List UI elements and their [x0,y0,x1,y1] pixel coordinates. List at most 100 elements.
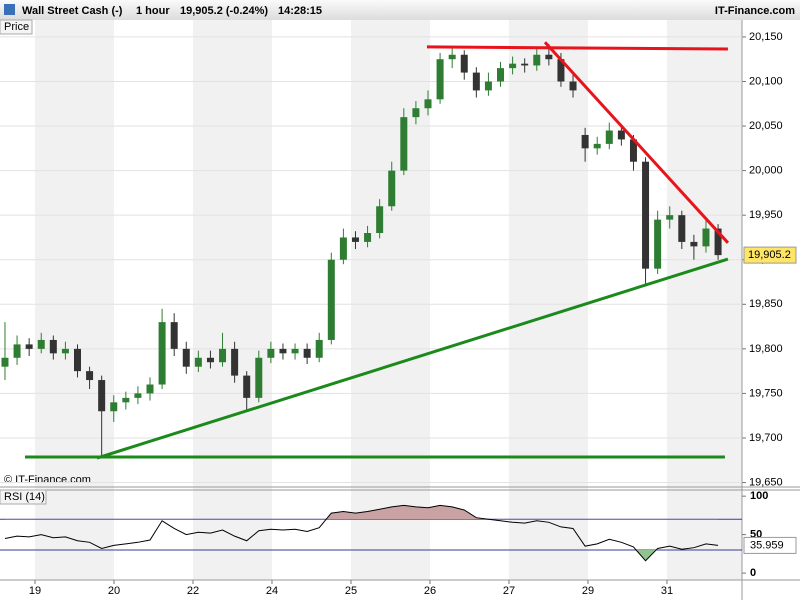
trend-line [96,257,729,460]
candle-body [37,339,45,349]
rsi-y-tick-label: 100 [750,490,768,502]
y-tick-label: 20,000 [749,165,783,177]
candle-body [1,357,9,367]
candle-body [376,206,384,234]
y-tick-label: 19,950 [749,209,783,221]
panel-tab [0,489,47,505]
candle-body [497,68,505,82]
candle-body [61,348,69,354]
y-tick-label: 20,050 [749,120,783,132]
candle-body [49,339,57,354]
symbol: Wall Street Cash (-) [22,5,123,17]
candle-body [666,215,674,220]
trend-line [426,45,728,51]
candle-body [509,63,517,69]
candles [1,44,722,456]
candle-body [98,380,106,412]
panel-label: Price [4,21,29,33]
candle-body [448,54,456,60]
candle-body [327,259,335,340]
time: 14:28:15 [278,5,322,17]
candle-body [182,348,190,367]
candle-body [533,54,541,66]
rsi-line [4,504,719,562]
y-tick-label: 20,150 [749,31,783,43]
candle-body [714,228,722,256]
rsi-title: RSI (14) [4,491,45,503]
candle-body [279,348,287,354]
candle-body [569,81,577,91]
candle-body [593,143,601,149]
candle-body [364,233,372,242]
y-tick-label: 19,700 [749,432,783,444]
x-tick-label: 25 [345,585,357,597]
candle-body [472,72,480,91]
trend-line [543,41,730,244]
candle-body [678,215,686,242]
x-tick-label: 22 [187,585,199,597]
candle-body [642,161,650,269]
x-tick-label: 20 [108,585,120,597]
x-tick-label: 31 [661,585,673,597]
watermark: © IT-Finance.com [4,474,91,486]
candle-body [122,397,130,403]
candle-body [110,402,118,412]
day-band [666,20,742,580]
candle-body [521,63,529,66]
rsi-y-tick-label: 0 [750,567,756,579]
x-tick-label: 29 [582,585,594,597]
y-tick-label: 20,100 [749,75,783,87]
candle-body [460,54,468,73]
candle-body [339,237,347,260]
candle-body [86,371,94,381]
candle-body [629,139,637,162]
day-band [350,20,430,580]
day-band [508,20,588,580]
candle-body [134,393,142,398]
x-tick-label: 27 [503,585,515,597]
rsi-oversold-fill [4,550,719,561]
last-price-box [743,246,797,264]
candle-body [219,348,227,363]
candle-body [605,130,613,144]
day-band [34,20,114,580]
x-tick-label: 19 [29,585,41,597]
candle-body [255,357,263,398]
candle-body [424,99,432,109]
rsi-last-box [743,536,797,554]
candle-body [654,219,662,269]
quote: 19,905.2 (-0.24%) [180,5,268,17]
x-tick-label: 24 [266,585,278,597]
y-tick-label: 19,800 [749,343,783,355]
candle-body [315,339,323,358]
day-bands [34,20,742,580]
candle-body [581,134,589,149]
rsi-overbought-fill [326,505,489,520]
rsi-last-label: 35.959 [750,539,784,551]
candle-body [194,357,202,367]
candle-body [170,322,178,349]
candle-body [617,130,625,140]
candle-body [267,348,275,358]
y-tick-label: 19,750 [749,387,783,399]
candle-body [291,348,299,354]
candle-body [231,348,239,376]
brand: IT-Finance.com [715,5,795,17]
candle-body [303,348,311,358]
panel-tab [0,19,33,35]
interval: 1 hour [136,5,170,17]
candle-body [690,241,698,247]
y-tick-label: 19,650 [749,476,783,488]
candle-body [436,59,444,100]
candle-body [351,237,359,242]
candle-body [702,228,710,247]
candle-body [557,59,565,82]
candle-body [243,375,251,398]
candle-body [484,81,492,91]
candle-body [158,322,166,385]
candle-body [206,357,214,363]
candle-body [400,117,408,171]
candle-body [388,170,396,207]
